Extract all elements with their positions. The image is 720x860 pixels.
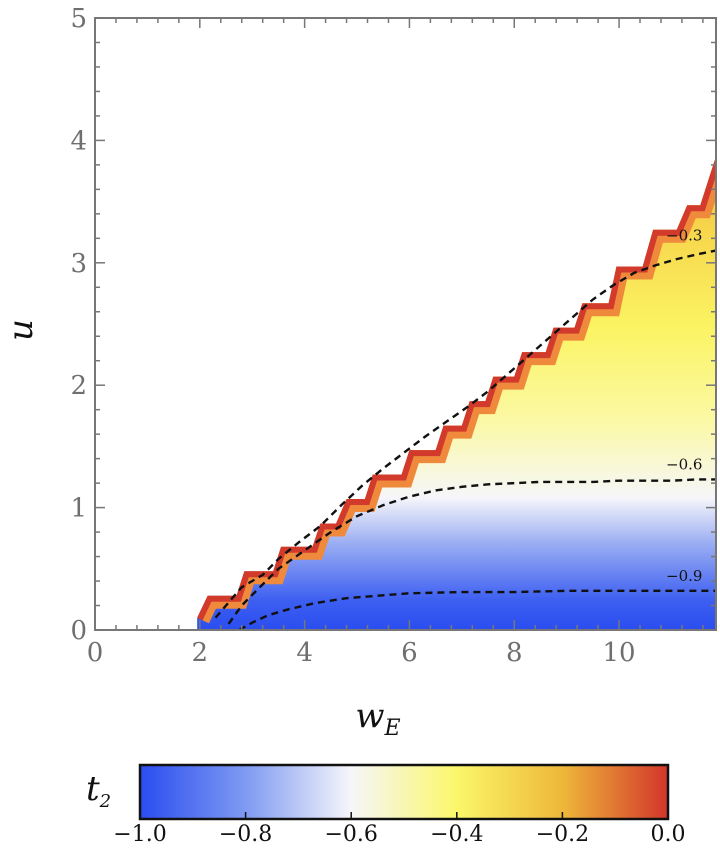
contour-label-2: −0.6 bbox=[666, 455, 702, 473]
x-axis-title-sub: E bbox=[384, 716, 401, 741]
x-axis-title-main: w bbox=[355, 696, 384, 736]
colorbar-tick-label: 0.0 bbox=[651, 822, 686, 847]
y-tick-label: 2 bbox=[70, 371, 87, 401]
x-tick-label: 2 bbox=[192, 638, 209, 668]
axis-tick-labels: 0 2 4 6 8 10 0 1 2 3 4 5 bbox=[70, 4, 635, 668]
x-tick-label: 8 bbox=[506, 638, 523, 668]
plot-area bbox=[197, 156, 716, 630]
colorbar-title-sub: 2 bbox=[99, 791, 111, 812]
x-tick-label: 10 bbox=[603, 638, 636, 668]
colorbar-tick-label: −0.2 bbox=[536, 822, 589, 847]
y-tick-label: 3 bbox=[70, 249, 87, 279]
y-axis-title: u bbox=[1, 319, 41, 341]
colorbar: −1.0 −0.8 −0.6 −0.4 −0.2 0.0 t2 bbox=[86, 763, 686, 847]
colorbar-tick-label: −0.8 bbox=[219, 822, 272, 847]
x-tick-label: 6 bbox=[401, 638, 418, 668]
contour-label-3: −0.9 bbox=[666, 567, 702, 585]
colorbar-ticks: −1.0 −0.8 −0.6 −0.4 −0.2 0.0 bbox=[113, 812, 686, 847]
y-tick-label: 0 bbox=[70, 616, 87, 646]
colorbar-title: t2 bbox=[86, 769, 111, 812]
axis-ticks bbox=[94, 17, 716, 631]
contour-line-2 bbox=[227, 478, 716, 625]
colorbar-title-main: t bbox=[86, 769, 100, 809]
colorbar-tick-label: −0.6 bbox=[324, 822, 377, 847]
contour-lines bbox=[214, 249, 716, 630]
contour-line-1 bbox=[214, 249, 716, 619]
contour-label-1: −0.3 bbox=[666, 227, 702, 245]
region-gradient-fill bbox=[197, 156, 716, 630]
contour-labels: −0.3 −0.6 −0.9 bbox=[666, 227, 702, 585]
x-tick-label: 0 bbox=[87, 638, 104, 668]
colorbar-tick-label: −0.4 bbox=[430, 822, 483, 847]
colorbar-tick-label: −1.0 bbox=[113, 822, 166, 847]
y-tick-label: 5 bbox=[70, 4, 87, 34]
plot-frame bbox=[94, 17, 717, 631]
colorbar-bar bbox=[138, 763, 670, 821]
contour-line-3 bbox=[238, 589, 716, 630]
y-tick-label: 1 bbox=[70, 494, 87, 524]
y-tick-label: 4 bbox=[70, 126, 87, 156]
x-axis-title: wE bbox=[355, 696, 400, 741]
x-tick-label: 4 bbox=[296, 638, 313, 668]
colored-region bbox=[197, 156, 716, 630]
